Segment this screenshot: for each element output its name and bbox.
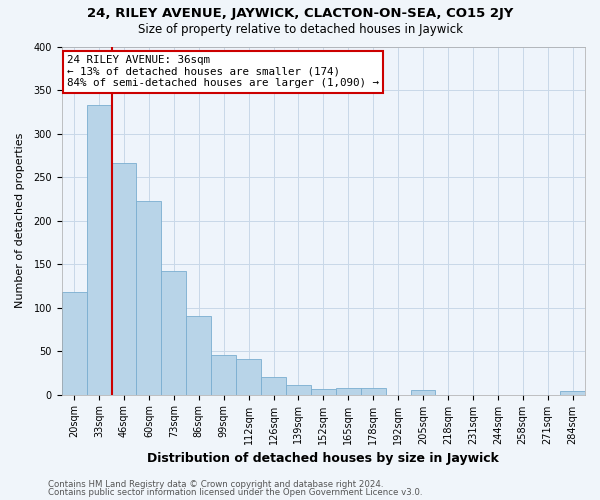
Bar — [62, 292, 86, 394]
Bar — [336, 388, 361, 394]
Bar — [410, 390, 436, 394]
Text: Size of property relative to detached houses in Jaywick: Size of property relative to detached ho… — [137, 22, 463, 36]
Y-axis label: Number of detached properties: Number of detached properties — [15, 133, 25, 308]
Text: 24, RILEY AVENUE, JAYWICK, CLACTON-ON-SEA, CO15 2JY: 24, RILEY AVENUE, JAYWICK, CLACTON-ON-SE… — [87, 8, 513, 20]
Bar — [161, 271, 186, 394]
Bar — [186, 316, 211, 394]
Bar — [112, 163, 136, 394]
Bar — [86, 105, 112, 395]
Text: 24 RILEY AVENUE: 36sqm
← 13% of detached houses are smaller (174)
84% of semi-de: 24 RILEY AVENUE: 36sqm ← 13% of detached… — [67, 55, 379, 88]
Bar — [136, 202, 161, 394]
Bar — [560, 391, 585, 394]
X-axis label: Distribution of detached houses by size in Jaywick: Distribution of detached houses by size … — [148, 452, 499, 465]
Text: Contains HM Land Registry data © Crown copyright and database right 2024.: Contains HM Land Registry data © Crown c… — [48, 480, 383, 489]
Bar — [361, 388, 386, 394]
Bar — [211, 356, 236, 395]
Text: Contains public sector information licensed under the Open Government Licence v3: Contains public sector information licen… — [48, 488, 422, 497]
Bar — [286, 385, 311, 394]
Bar — [236, 359, 261, 394]
Bar — [261, 377, 286, 394]
Bar — [311, 390, 336, 394]
